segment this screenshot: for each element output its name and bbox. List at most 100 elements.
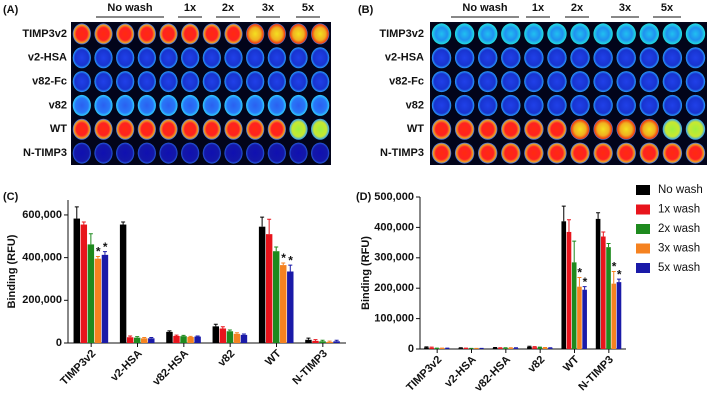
error-bar <box>601 231 606 237</box>
bar <box>434 348 440 349</box>
column-header: 3x <box>262 2 275 14</box>
y-tick-label: 0 <box>56 337 62 349</box>
well <box>94 47 113 69</box>
well <box>454 47 475 69</box>
well <box>267 94 286 116</box>
significance-mark: * <box>583 275 588 289</box>
y-tick-label: 0 <box>408 343 414 355</box>
well <box>181 142 200 164</box>
well <box>662 23 683 45</box>
well <box>159 94 178 116</box>
well <box>289 47 308 69</box>
bar <box>595 218 601 349</box>
well <box>181 47 200 69</box>
well <box>72 23 91 45</box>
error-bar <box>181 334 186 337</box>
well <box>570 71 590 93</box>
error-bar <box>561 205 566 222</box>
bar <box>424 347 429 349</box>
well <box>246 118 265 140</box>
bar <box>561 221 567 349</box>
column-header: 1x <box>184 2 197 14</box>
panel-label: (A) <box>3 4 19 16</box>
x-tick-label: v2-HSA <box>109 348 145 384</box>
y-axis-label: Binding (RFU) <box>6 234 18 308</box>
well <box>137 23 156 45</box>
well <box>478 142 498 164</box>
well <box>202 23 221 45</box>
legend-swatch <box>636 185 650 195</box>
y-tick-label: 200,000 <box>22 294 62 306</box>
row-label: WT <box>407 123 424 135</box>
row-label: v82 <box>406 99 424 111</box>
error-bar <box>174 334 179 336</box>
well <box>116 71 135 93</box>
well <box>202 71 221 93</box>
well <box>431 94 452 116</box>
well <box>311 71 330 93</box>
well <box>616 23 636 45</box>
error-bar <box>241 333 246 335</box>
well <box>311 94 330 116</box>
bar <box>508 348 514 349</box>
bar <box>537 347 543 349</box>
bar <box>287 271 294 343</box>
error-bar <box>429 346 434 348</box>
well <box>267 23 286 45</box>
well <box>524 71 544 93</box>
well <box>454 23 475 45</box>
well <box>431 142 452 164</box>
row-label: TIMP3v2 <box>379 28 424 40</box>
well <box>311 47 330 69</box>
well <box>267 47 286 69</box>
well <box>639 23 659 45</box>
well <box>570 118 590 140</box>
x-tick-label: v82-HSA <box>473 354 514 395</box>
bar <box>571 262 577 349</box>
row-label: TIMP3v2 <box>22 28 67 40</box>
well <box>116 23 135 45</box>
bar <box>305 339 312 343</box>
column-header: 1x <box>532 2 545 14</box>
bar <box>194 336 201 343</box>
row-label: v2-HSA <box>385 52 424 64</box>
bar <box>258 226 266 343</box>
well <box>639 71 659 93</box>
row-label: v82 <box>49 99 67 111</box>
well <box>616 94 636 116</box>
well <box>593 71 613 93</box>
well <box>267 142 286 164</box>
error-bar <box>424 346 429 348</box>
well <box>616 71 636 93</box>
well <box>181 71 200 93</box>
well <box>454 142 475 164</box>
well <box>202 118 221 140</box>
well <box>246 142 265 164</box>
bar <box>87 244 95 343</box>
well <box>501 94 521 116</box>
well <box>616 118 636 140</box>
well <box>289 142 308 164</box>
bar <box>542 347 548 349</box>
well <box>224 71 243 93</box>
well <box>685 142 706 164</box>
error-bar <box>281 262 286 266</box>
well <box>547 23 567 45</box>
error-bar <box>527 345 532 347</box>
well <box>431 71 452 93</box>
well <box>662 118 683 140</box>
well <box>547 71 567 93</box>
well <box>159 47 178 69</box>
well <box>478 23 498 45</box>
error-bar <box>227 329 232 332</box>
bar <box>319 341 326 343</box>
well <box>639 47 659 69</box>
well <box>289 23 308 45</box>
bar <box>458 348 464 349</box>
column-header: 2x <box>571 2 584 14</box>
well <box>94 94 113 116</box>
bar <box>94 258 102 343</box>
well <box>639 142 659 164</box>
bar <box>166 331 173 343</box>
x-tick-label: WT <box>561 353 582 374</box>
